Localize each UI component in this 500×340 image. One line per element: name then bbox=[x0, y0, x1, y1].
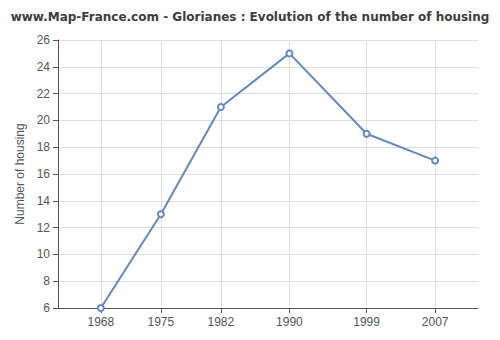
svg-text:26: 26 bbox=[37, 33, 51, 47]
svg-text:1975: 1975 bbox=[148, 315, 175, 329]
svg-text:Number of housing: Number of housing bbox=[13, 123, 27, 224]
svg-text:1982: 1982 bbox=[208, 315, 235, 329]
svg-text:8: 8 bbox=[43, 274, 50, 288]
svg-text:www.Map-France.com - Glorianes: www.Map-France.com - Glorianes : Evoluti… bbox=[11, 10, 490, 24]
svg-text:16: 16 bbox=[37, 167, 51, 181]
svg-text:12: 12 bbox=[37, 221, 51, 235]
svg-text:20: 20 bbox=[37, 113, 51, 127]
svg-text:10: 10 bbox=[37, 247, 51, 261]
svg-text:18: 18 bbox=[37, 140, 51, 154]
svg-text:22: 22 bbox=[37, 87, 51, 101]
svg-text:1999: 1999 bbox=[353, 315, 380, 329]
svg-text:2007: 2007 bbox=[422, 315, 449, 329]
svg-text:6: 6 bbox=[43, 301, 50, 315]
svg-text:1968: 1968 bbox=[88, 315, 115, 329]
svg-text:14: 14 bbox=[37, 194, 51, 208]
svg-text:24: 24 bbox=[37, 60, 51, 74]
svg-text:1990: 1990 bbox=[276, 315, 303, 329]
